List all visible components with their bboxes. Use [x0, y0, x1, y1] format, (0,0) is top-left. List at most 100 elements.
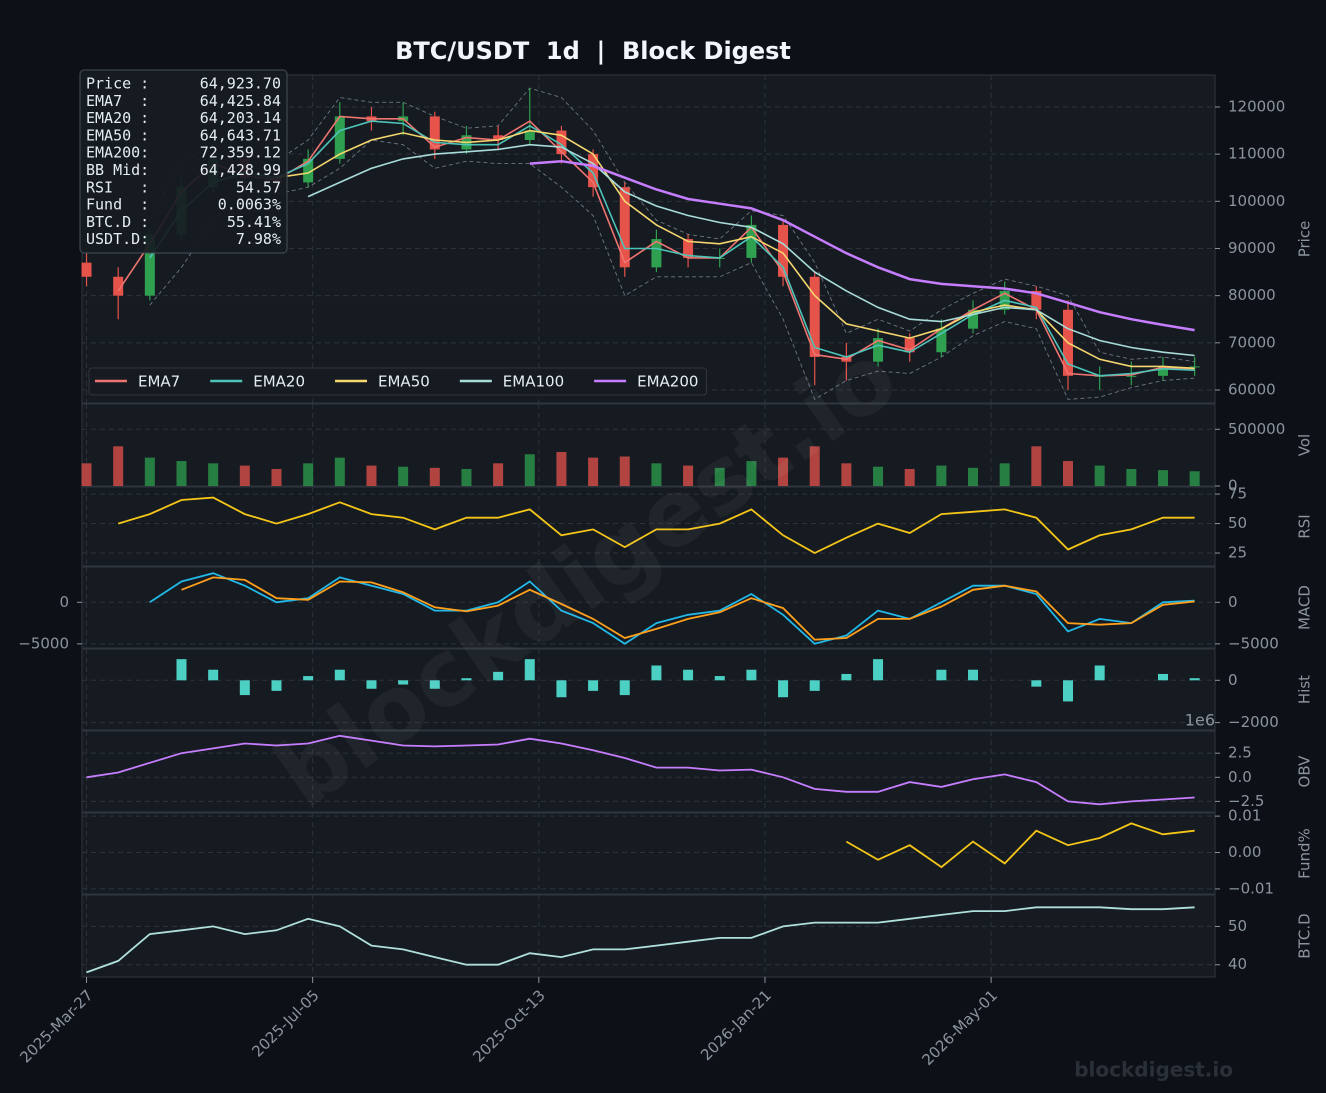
histogram-bar: [619, 680, 630, 696]
volume-bar: [904, 468, 915, 486]
series-line: [181, 576, 1195, 641]
histogram-bar: [1189, 678, 1200, 681]
volume-bar: [588, 457, 599, 486]
y-tick-label: −5000: [18, 634, 69, 652]
y-axis-label: Hist: [1296, 675, 1314, 704]
volume-bar: [778, 457, 789, 486]
candle-body: [904, 338, 915, 353]
histogram-bar: [556, 680, 567, 698]
histogram-bar: [1031, 680, 1042, 687]
y-axis-label: MACD: [1296, 585, 1314, 630]
volume-bar: [493, 463, 504, 486]
series-line: [276, 129, 1195, 370]
candle-body: [144, 234, 155, 296]
histogram-bar: [809, 680, 820, 691]
y-tick-label: 50: [1228, 514, 1247, 532]
info-value: 64,923.70: [200, 75, 281, 93]
bollinger-lower: [149, 139, 1195, 401]
info-label: EMA20 :: [86, 109, 149, 127]
volume-bar: [461, 468, 472, 486]
candle-body: [619, 187, 630, 268]
volume-bar: [303, 463, 314, 486]
info-box: [79, 69, 288, 254]
info-label: RSI :: [86, 178, 149, 196]
candle-body: [429, 116, 440, 150]
histogram-bar: [524, 659, 535, 681]
volume-bar: [999, 463, 1010, 486]
info-label: EMA7 :: [86, 92, 149, 110]
candle-body: [1031, 290, 1042, 310]
volume-bar: [334, 457, 345, 486]
y-tick-label: 50: [1228, 917, 1247, 935]
y-tick-label: 0: [1228, 593, 1238, 611]
histogram-bar: [493, 671, 504, 681]
y-tick-label: 25: [1228, 544, 1247, 562]
candle-body: [873, 338, 884, 362]
volume-bar: [239, 465, 250, 486]
volume-bar: [556, 451, 567, 486]
volume-bar: [619, 456, 630, 486]
histogram-bar: [239, 680, 250, 696]
volume-bar: [429, 467, 440, 486]
candle-body: [683, 239, 694, 258]
info-value: 64,203.14: [200, 109, 281, 127]
histogram-bar: [271, 680, 282, 691]
volume-bar: [113, 446, 124, 486]
candle-body: [746, 224, 757, 258]
volume-bar: [968, 467, 979, 486]
y-tick-label: −5000: [1228, 634, 1279, 652]
y-tick-label: 60000: [1228, 380, 1276, 398]
volume-bar: [746, 461, 757, 486]
candle-body: [334, 116, 345, 159]
histogram-bar: [303, 676, 314, 681]
info-label: EMA200:: [86, 144, 149, 162]
histogram-bar: [366, 680, 377, 689]
y-tick-label: 0.01: [1228, 807, 1261, 825]
series-line: [149, 572, 1195, 645]
candle-body: [524, 130, 535, 140]
histogram-bar: [714, 676, 725, 681]
info-value: 0.0063%: [218, 196, 281, 214]
y-axis-label: Price: [1296, 221, 1314, 258]
candle-body: [81, 262, 92, 277]
candle-body: [556, 130, 567, 155]
info-value: 64,643.71: [200, 126, 281, 144]
volume-bar: [524, 454, 535, 486]
histogram-bar: [936, 669, 947, 681]
y-tick-label: −0.01: [1228, 879, 1274, 897]
histogram-bar: [208, 669, 219, 681]
series-line: [86, 734, 1195, 806]
volume-bar: [714, 467, 725, 486]
info-value: 72,359.12: [200, 144, 281, 162]
volume-bar: [208, 463, 219, 486]
volume-bar: [651, 463, 662, 486]
y-axis-label: OBV: [1296, 755, 1314, 788]
series-line: [529, 159, 1195, 332]
series-line: [307, 143, 1195, 357]
y-tick-label: 100000: [1228, 192, 1285, 210]
bollinger-upper: [149, 87, 1195, 363]
candle-body: [493, 135, 504, 140]
legend-label: EMA7: [138, 373, 180, 391]
series-line: [845, 822, 1195, 869]
histogram-bar: [334, 669, 345, 681]
volume-bar: [398, 466, 409, 486]
info-value: 54.57: [236, 178, 281, 196]
candle-body: [1126, 375, 1137, 377]
y-tick-label: 0.00: [1228, 843, 1261, 861]
histogram-bar: [176, 659, 187, 681]
volume-bar: [81, 463, 92, 486]
volume-bar: [1157, 470, 1168, 486]
volume-bar: [144, 457, 155, 486]
histogram-bar: [683, 669, 694, 681]
info-label: BTC.D :: [86, 213, 149, 231]
info-value: 64,428.99: [200, 161, 281, 179]
histogram-bar: [588, 680, 599, 691]
y-tick-label: 0: [1228, 671, 1238, 689]
histogram-bar: [873, 659, 884, 681]
y-tick-label: 110000: [1228, 145, 1285, 163]
info-value: 64,425.84: [200, 92, 281, 110]
histogram-bar: [429, 680, 440, 689]
histogram-bar: [746, 669, 757, 681]
volume-bar: [809, 446, 820, 486]
